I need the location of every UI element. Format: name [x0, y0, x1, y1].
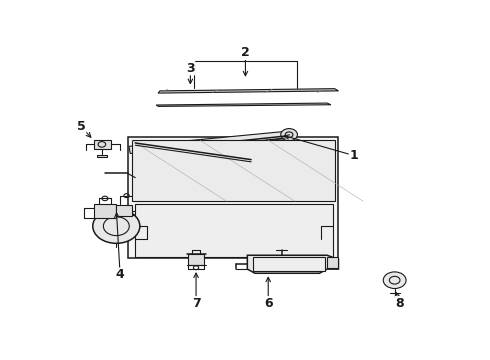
Text: 4: 4: [116, 268, 124, 281]
Text: 6: 6: [264, 297, 272, 310]
Polygon shape: [128, 138, 339, 258]
Polygon shape: [94, 140, 111, 149]
Text: 1: 1: [349, 149, 358, 162]
Polygon shape: [98, 155, 107, 157]
Polygon shape: [189, 254, 204, 265]
Text: 3: 3: [186, 62, 195, 75]
Polygon shape: [135, 204, 333, 257]
Circle shape: [383, 272, 406, 288]
Polygon shape: [253, 257, 325, 270]
Polygon shape: [247, 255, 339, 273]
Polygon shape: [327, 257, 339, 268]
Polygon shape: [116, 205, 131, 216]
Circle shape: [281, 129, 297, 141]
Circle shape: [93, 209, 140, 243]
Polygon shape: [94, 204, 116, 218]
Polygon shape: [158, 89, 339, 93]
Text: 2: 2: [241, 46, 250, 59]
Polygon shape: [131, 140, 335, 201]
Text: 8: 8: [395, 297, 404, 310]
Polygon shape: [156, 103, 331, 107]
Polygon shape: [129, 131, 290, 153]
Text: 7: 7: [192, 297, 200, 310]
Text: 5: 5: [77, 120, 86, 134]
